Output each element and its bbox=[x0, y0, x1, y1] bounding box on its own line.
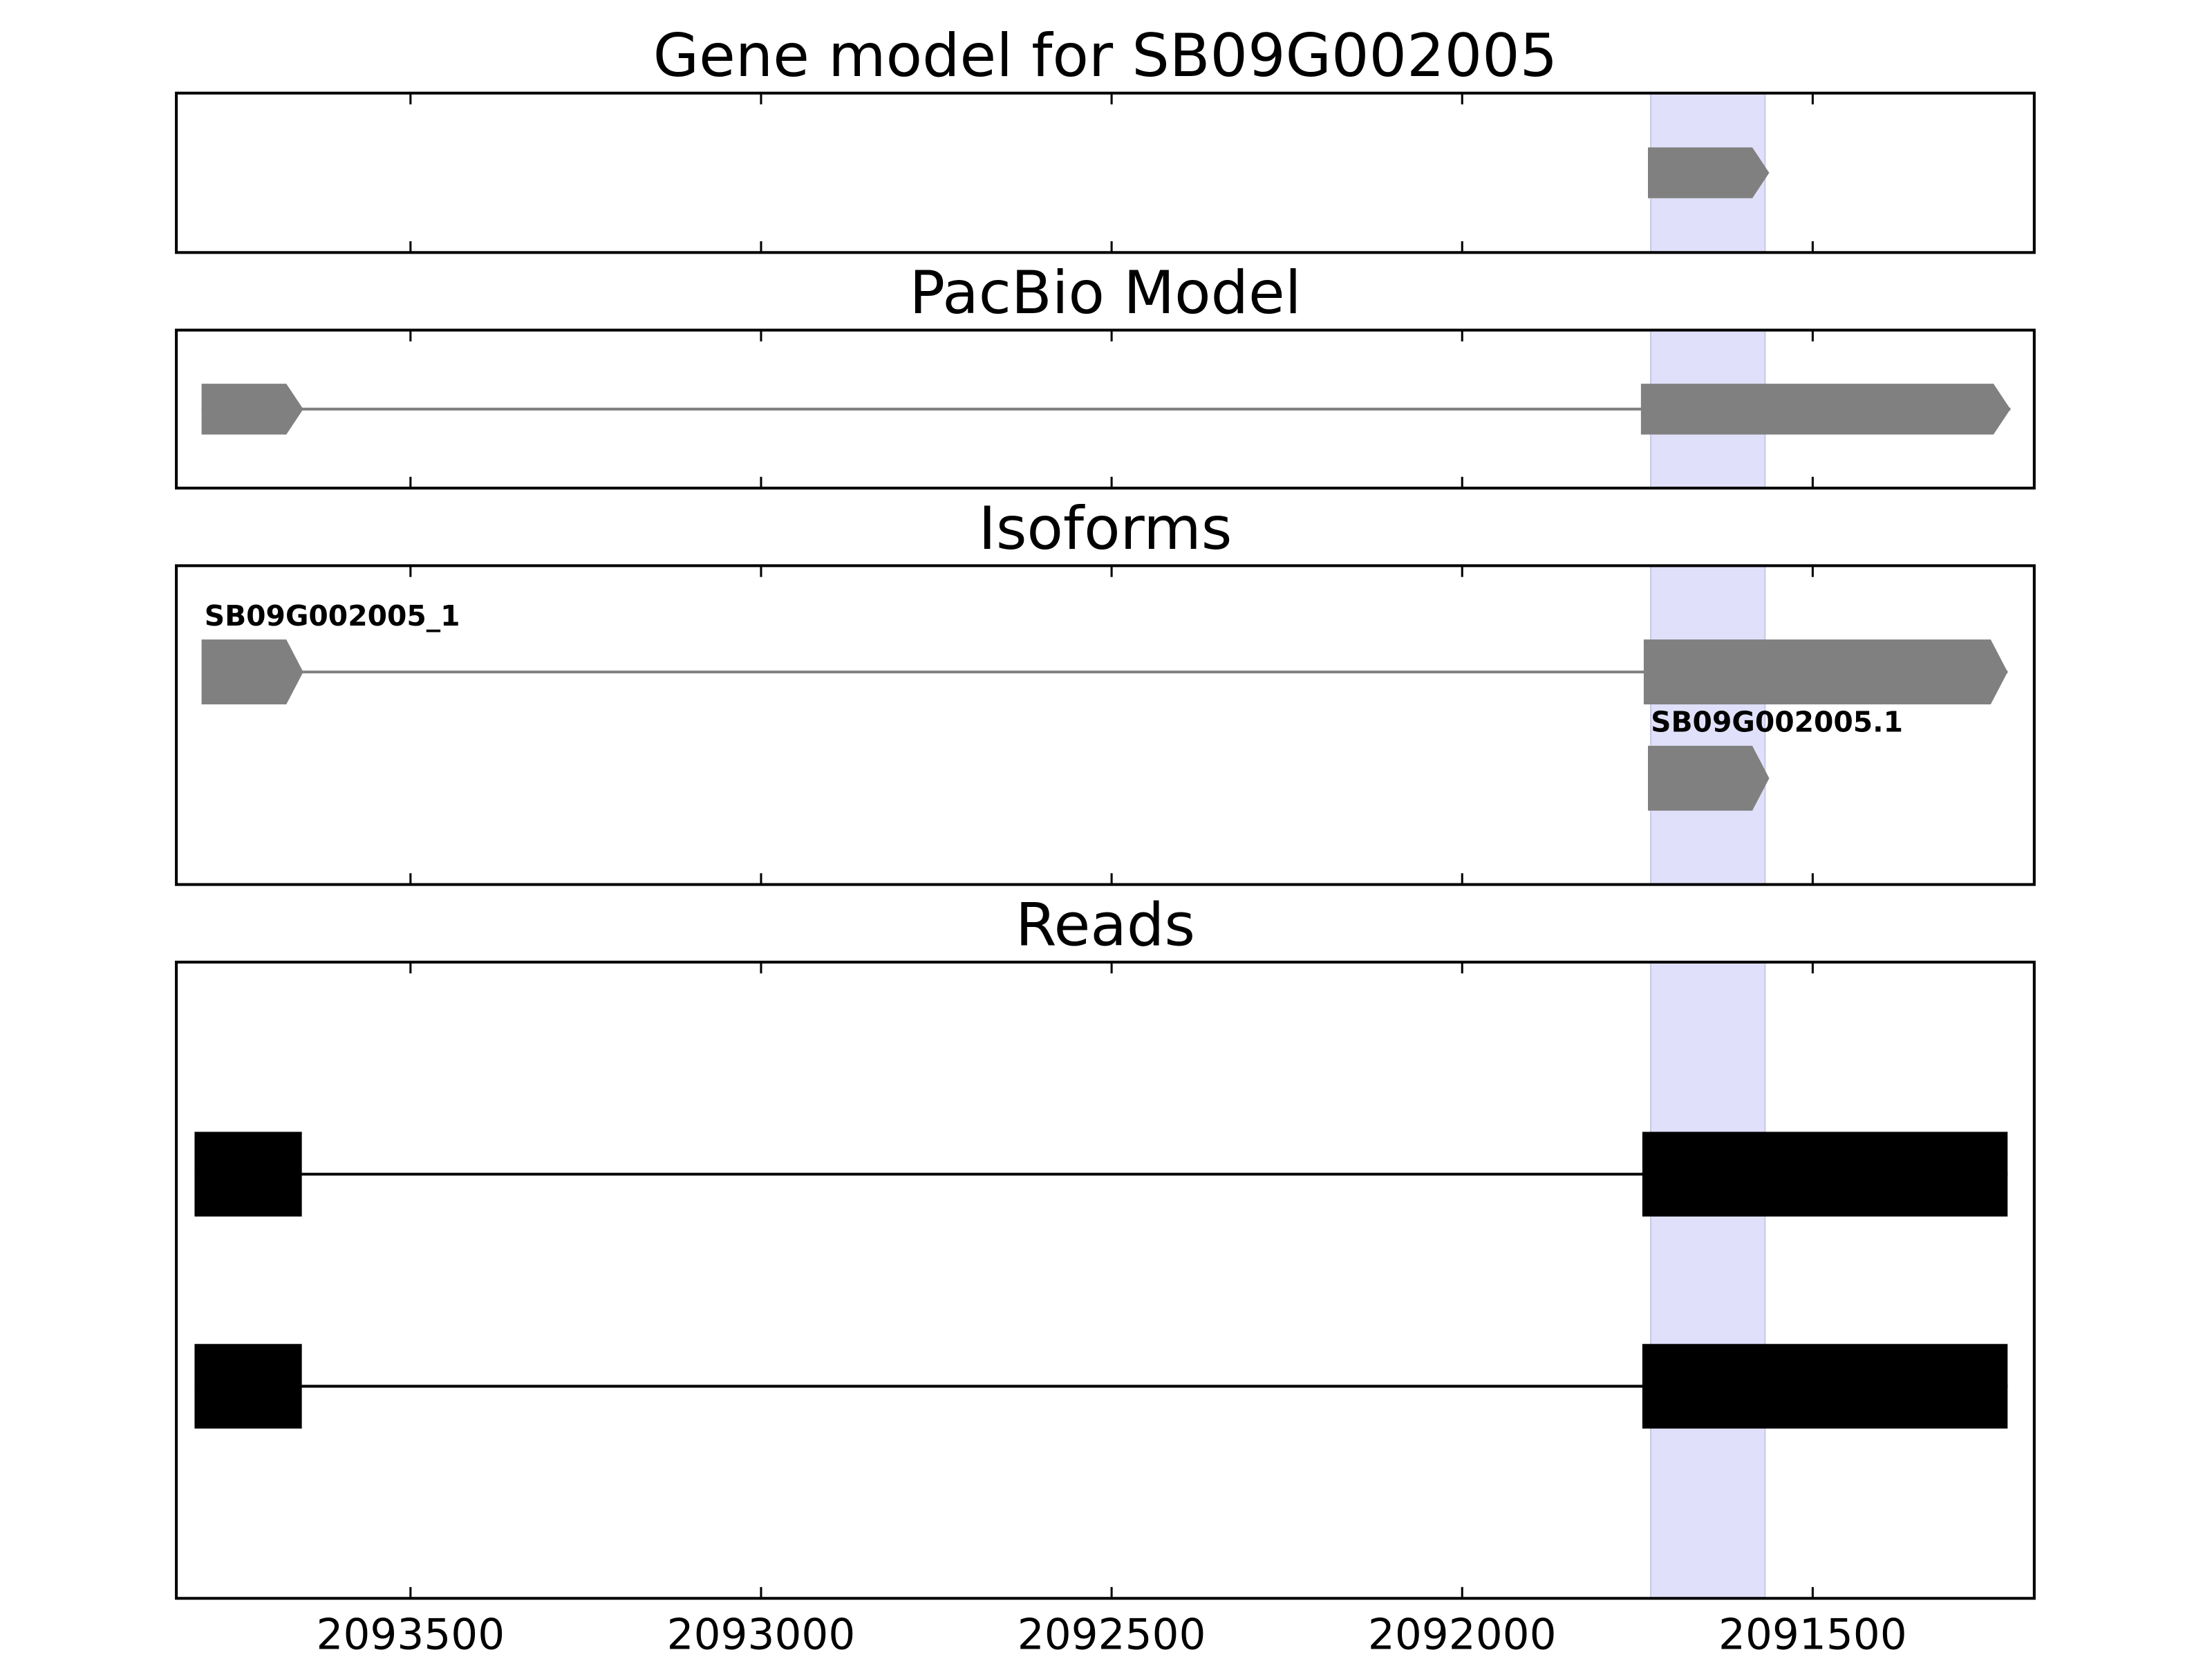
x-tick-label: 2092000 bbox=[1368, 1611, 1557, 1659]
isoform-label: SB09G002005_1 bbox=[205, 599, 460, 632]
panel-title: Isoforms bbox=[979, 494, 1232, 563]
exon bbox=[1648, 147, 1770, 198]
exon bbox=[194, 1344, 302, 1429]
highlight-region bbox=[1650, 961, 1766, 1600]
panel-frame bbox=[175, 960, 2036, 1600]
panel-frame bbox=[175, 564, 2036, 886]
panel-title: Reads bbox=[1015, 890, 1195, 959]
x-tick-label: 2092500 bbox=[1018, 1611, 1206, 1659]
exon bbox=[201, 639, 303, 705]
exon bbox=[1648, 745, 1770, 811]
x-tick-label: 2091500 bbox=[1718, 1611, 1907, 1659]
panel-frame bbox=[175, 328, 2036, 490]
exon bbox=[1640, 384, 2011, 435]
panel-title: Gene model for SB09G002005 bbox=[653, 21, 1557, 91]
x-tick-label: 2093000 bbox=[667, 1611, 856, 1659]
exon bbox=[201, 384, 303, 435]
exon bbox=[194, 1132, 302, 1217]
isoform-label: SB09G002005.1 bbox=[1651, 706, 1903, 739]
highlight-region bbox=[1650, 565, 1766, 885]
panel-frame bbox=[175, 91, 2036, 254]
exon bbox=[1643, 639, 2008, 705]
panel-title: PacBio Model bbox=[909, 259, 1301, 328]
exon bbox=[1642, 1132, 2008, 1217]
x-tick-label: 2093500 bbox=[317, 1611, 505, 1659]
exon bbox=[1642, 1344, 2008, 1429]
